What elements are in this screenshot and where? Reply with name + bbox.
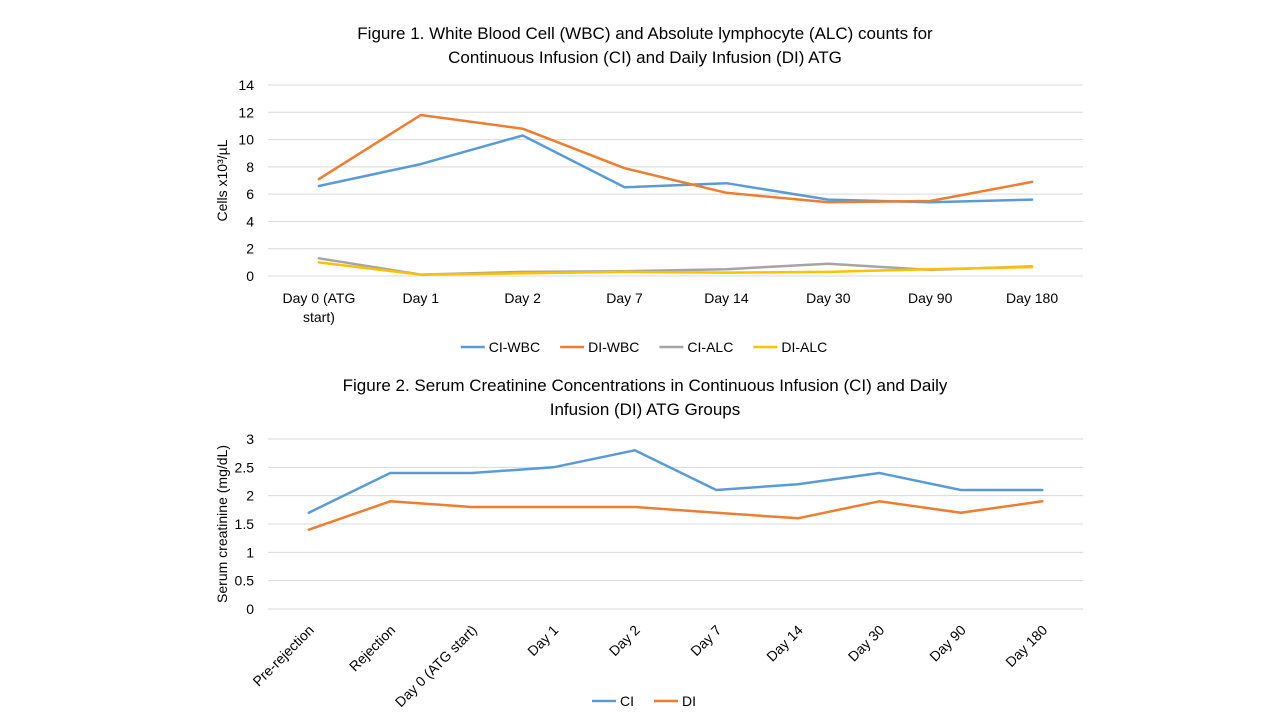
x-tick-label: Day 0 (ATG <box>283 290 356 306</box>
y-tick-label: 2 <box>246 488 254 504</box>
y-tick-label: 3 <box>246 431 254 447</box>
y-tick-label: 8 <box>246 159 254 175</box>
y-tick-label: 0 <box>246 268 254 284</box>
x-tick-label: Day 7 <box>606 290 643 306</box>
y-tick-label: 1 <box>246 544 254 560</box>
x-tick-label: Day 7 <box>687 622 724 659</box>
x-tick-label: Pre-rejection <box>249 622 316 689</box>
y-tick-label: 2.5 <box>235 459 255 475</box>
x-tick-label: Day 30 <box>845 622 888 665</box>
y-tick-label: 2 <box>246 241 254 257</box>
x-tick-label: Day 1 <box>403 290 440 306</box>
x-tick-label: Day 0 (ATG start) <box>392 622 480 710</box>
series-line-di-alc <box>317 261 1034 276</box>
x-tick-label: Day 1 <box>524 622 561 659</box>
series-line-ci <box>307 449 1044 514</box>
x-tick-label: Day 14 <box>763 622 806 665</box>
y-tick-label: 12 <box>238 104 254 120</box>
y-tick-label: 6 <box>246 186 254 202</box>
series-line-ci-wbc <box>317 134 1034 204</box>
y-tick-label: 4 <box>246 213 254 229</box>
y-tick-label: 10 <box>238 132 254 148</box>
x-tick-label: Day 90 <box>908 290 953 306</box>
x-tick-label: Day 180 <box>1006 290 1058 306</box>
x-tick-label: Day 2 <box>504 290 541 306</box>
x-tick-label: Day 30 <box>806 290 851 306</box>
y-axis-label: Cells x10³/µL <box>214 139 230 221</box>
x-tick-label: Day 14 <box>704 290 749 306</box>
legend-label-di-alc: DI-ALC <box>781 339 827 355</box>
legend-label-ci-wbc: CI-WBC <box>489 339 540 355</box>
x-tick-label: Day 2 <box>606 622 643 659</box>
x-tick-label: Day 90 <box>926 622 969 665</box>
series-line-di <box>307 500 1044 531</box>
x-tick-label: Day 180 <box>1002 622 1050 670</box>
y-tick-label: 0.5 <box>235 573 255 589</box>
legend-label-ci: CI <box>620 693 634 709</box>
chart-wbc-alc: Figure 1. White Blood Cell (WBC) and Abs… <box>214 24 1083 355</box>
x-tick-label: start) <box>303 309 335 325</box>
y-axis-label: Serum creatinine (mg/dL) <box>214 445 230 603</box>
chart-serum-creatinine: Figure 2. Serum Creatinine Concentration… <box>214 376 1083 710</box>
y-tick-label: 0 <box>246 601 254 617</box>
chart-title-line: Continuous Infusion (CI) and Daily Infus… <box>448 48 842 67</box>
chart-title-line: Infusion (DI) ATG Groups <box>550 400 741 419</box>
chart-title-line: Figure 2. Serum Creatinine Concentration… <box>343 376 948 395</box>
y-tick-label: 14 <box>238 77 254 93</box>
y-tick-label: 1.5 <box>235 516 255 532</box>
legend-label-di-wbc: DI-WBC <box>588 339 639 355</box>
chart-title-line: Figure 1. White Blood Cell (WBC) and Abs… <box>357 24 933 43</box>
legend-label-ci-alc: CI-ALC <box>687 339 733 355</box>
series-line-di-wbc <box>317 113 1034 204</box>
x-tick-label: Rejection <box>346 622 399 675</box>
legend-label-di: DI <box>682 693 696 709</box>
